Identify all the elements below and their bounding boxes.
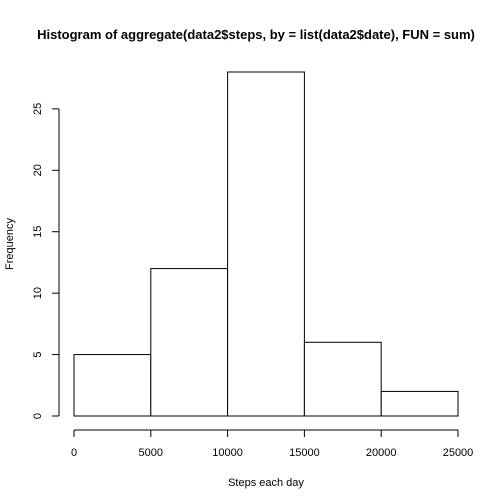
x-tick-label-3: 15000 xyxy=(289,447,320,459)
x-tick-label-4: 20000 xyxy=(366,447,397,459)
x-tick-label-0: 0 xyxy=(71,447,77,459)
histogram-bar-4 xyxy=(303,341,382,417)
x-tick-label-5: 25000 xyxy=(443,447,474,459)
histogram-bar-5 xyxy=(380,390,459,417)
histogram-bar-1 xyxy=(73,354,152,417)
histogram-bar-2 xyxy=(150,268,229,417)
bars-group xyxy=(73,71,459,417)
y-axis: 0 5 10 15 20 25 xyxy=(32,103,60,419)
x-axis-label: Steps each day xyxy=(228,477,304,489)
y-tick-label-2: 10 xyxy=(32,287,44,299)
x-tick-label-2: 10000 xyxy=(212,447,243,459)
chart-title: Histogram of aggregate(data2$steps, by =… xyxy=(37,27,475,42)
histogram-bar-3 xyxy=(227,71,305,417)
y-tick-label-3: 15 xyxy=(32,226,44,238)
y-tick-label-4: 20 xyxy=(32,164,44,176)
x-tick-label-1: 5000 xyxy=(139,447,163,459)
y-axis-label: Frequency xyxy=(4,218,16,270)
y-tick-label-1: 5 xyxy=(32,352,44,358)
x-axis: 0 5000 10000 15000 20000 25000 xyxy=(71,429,474,459)
y-tick-label-5: 25 xyxy=(32,103,44,115)
y-tick-label-0: 0 xyxy=(32,413,44,419)
